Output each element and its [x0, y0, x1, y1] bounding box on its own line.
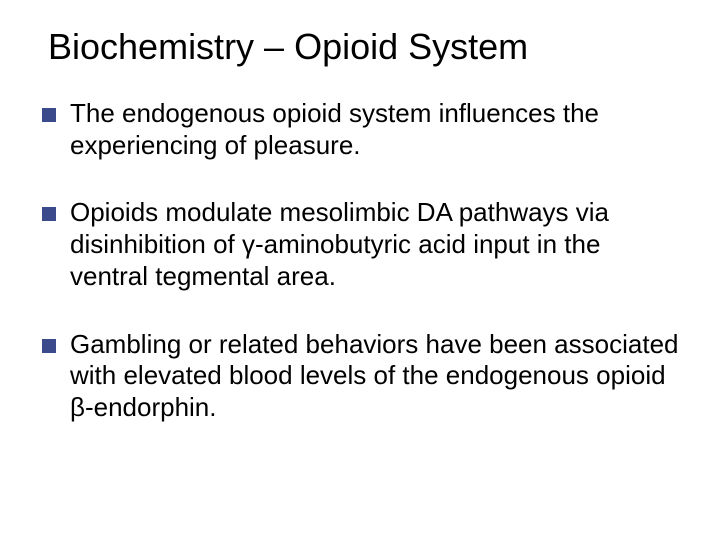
bullet-text: The endogenous opioid system influences … — [70, 98, 599, 160]
square-bullet-icon — [42, 108, 56, 122]
bullet-item: Gambling or related behaviors have been … — [42, 329, 680, 424]
bullet-list: The endogenous opioid system influences … — [42, 98, 680, 424]
bullet-text: Gambling or related behaviors have been … — [70, 329, 679, 422]
slide-title: Biochemistry – Opioid System — [48, 26, 680, 68]
bullet-item: The endogenous opioid system influences … — [42, 98, 680, 161]
square-bullet-icon — [42, 339, 56, 353]
bullet-item: Opioids modulate mesolimbic DA pathways … — [42, 197, 680, 292]
square-bullet-icon — [42, 207, 56, 221]
bullet-text: Opioids modulate mesolimbic DA pathways … — [70, 197, 609, 290]
